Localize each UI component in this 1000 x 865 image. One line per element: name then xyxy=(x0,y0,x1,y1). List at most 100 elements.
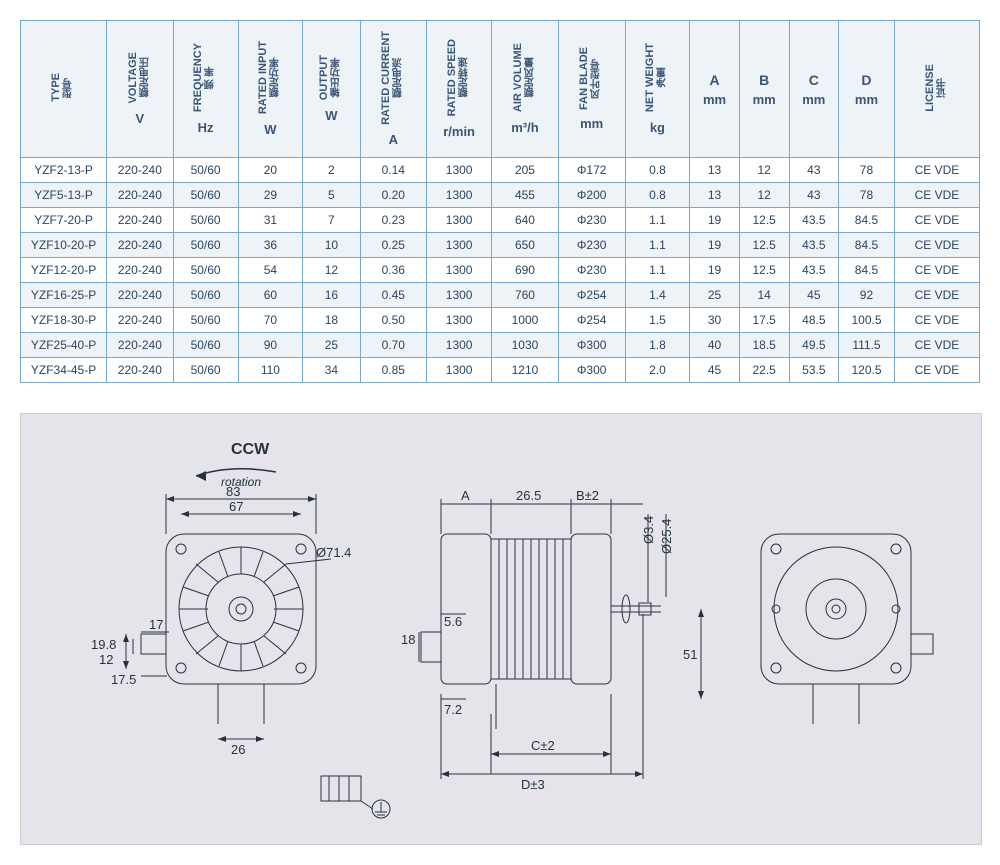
cell: Φ230 xyxy=(558,208,625,233)
col-header: FREQUENCY频 率Hz xyxy=(173,21,238,158)
cell: 650 xyxy=(492,233,559,258)
cell: YZF10-20-P xyxy=(21,233,107,258)
cell: 0.85 xyxy=(360,358,427,383)
cell: 2 xyxy=(303,158,360,183)
cell: 84.5 xyxy=(839,233,895,258)
cell: 0.8 xyxy=(625,183,690,208)
cell: 1300 xyxy=(427,308,492,333)
cell: Φ254 xyxy=(558,308,625,333)
cell: 110 xyxy=(238,358,303,383)
col-header: RATED INPUT额定功率W xyxy=(238,21,303,158)
ccw-label: CCW xyxy=(231,441,270,458)
cell: 1.8 xyxy=(625,333,690,358)
col-header: NET WEIGHT净重kg xyxy=(625,21,690,158)
cell: 455 xyxy=(492,183,559,208)
cell: 0.23 xyxy=(360,208,427,233)
table-row: YZF10-20-P220-24050/6036100.251300650Φ23… xyxy=(21,233,980,258)
cell: 50/60 xyxy=(173,258,238,283)
cell: Φ230 xyxy=(558,258,625,283)
cell: 1000 xyxy=(492,308,559,333)
cell: 84.5 xyxy=(839,208,895,233)
col-header: Bmm xyxy=(739,21,789,158)
cell: 50/60 xyxy=(173,333,238,358)
table-row: YZF2-13-P220-24050/602020.141300205Φ1720… xyxy=(21,158,980,183)
cell: 0.36 xyxy=(360,258,427,283)
cell: 78 xyxy=(839,158,895,183)
cell: 12 xyxy=(739,158,789,183)
cell: CE VDE xyxy=(894,158,979,183)
dim-B: B±2 xyxy=(576,488,599,503)
col-header: RATED SPEED额定转速r/min xyxy=(427,21,492,158)
cell: 50/60 xyxy=(173,308,238,333)
dim-17-5: 17.5 xyxy=(111,672,136,687)
table-row: YZF16-25-P220-24050/6060160.451300760Φ25… xyxy=(21,283,980,308)
cell: 34 xyxy=(303,358,360,383)
table-header-row: TYPE型号VOLTAGE额定电压VFREQUENCY频 率HzRATED IN… xyxy=(21,21,980,158)
cell: YZF5-13-P xyxy=(21,183,107,208)
cell: Φ230 xyxy=(558,233,625,258)
cell: 13 xyxy=(690,158,740,183)
cell: 640 xyxy=(492,208,559,233)
cell: 20 xyxy=(238,158,303,183)
cell: CE VDE xyxy=(894,183,979,208)
table-row: YZF25-40-P220-24050/6090250.7013001030Φ3… xyxy=(21,333,980,358)
cell: YZF12-20-P xyxy=(21,258,107,283)
cell: 48.5 xyxy=(789,308,839,333)
cell: YZF34-45-P xyxy=(21,358,107,383)
col-header: FAN BLADE风叶型号mm xyxy=(558,21,625,158)
cell: YZF18-30-P xyxy=(21,308,107,333)
cell: 1.1 xyxy=(625,208,690,233)
cell: YZF2-13-P xyxy=(21,158,107,183)
col-header: RATED CURRENT额定电流A xyxy=(360,21,427,158)
cell: 760 xyxy=(492,283,559,308)
table-row: YZF18-30-P220-24050/6070180.5013001000Φ2… xyxy=(21,308,980,333)
cell: CE VDE xyxy=(894,358,979,383)
cell: 45 xyxy=(789,283,839,308)
col-header: OUTPUT输出功率W xyxy=(303,21,360,158)
cell: 84.5 xyxy=(839,258,895,283)
cell: 1300 xyxy=(427,333,492,358)
cell: 43.5 xyxy=(789,208,839,233)
cell: 43 xyxy=(789,183,839,208)
cell: 1210 xyxy=(492,358,559,383)
cell: CE VDE xyxy=(894,308,979,333)
cell: 12.5 xyxy=(739,233,789,258)
dim-7-2: 7.2 xyxy=(444,702,462,717)
cell: 220-240 xyxy=(107,158,174,183)
cell: 53.5 xyxy=(789,358,839,383)
cell: 1.5 xyxy=(625,308,690,333)
col-header: Amm xyxy=(690,21,740,158)
table-row: YZF5-13-P220-24050/602950.201300455Φ2000… xyxy=(21,183,980,208)
cell: 43 xyxy=(789,158,839,183)
cell: 1300 xyxy=(427,208,492,233)
cell: 40 xyxy=(690,333,740,358)
cell: 50/60 xyxy=(173,233,238,258)
cell: 50/60 xyxy=(173,358,238,383)
technical-drawing: CCW rotation 83 67 xyxy=(20,413,982,845)
cell: 50/60 xyxy=(173,283,238,308)
cell: CE VDE xyxy=(894,258,979,283)
cell: YZF7-20-P xyxy=(21,208,107,233)
cell: 30 xyxy=(690,308,740,333)
col-header: VOLTAGE额定电压V xyxy=(107,21,174,158)
cell: YZF16-25-P xyxy=(21,283,107,308)
cell: 50/60 xyxy=(173,208,238,233)
cell: 17.5 xyxy=(739,308,789,333)
cell: 1300 xyxy=(427,358,492,383)
cell: 92 xyxy=(839,283,895,308)
cell: 10 xyxy=(303,233,360,258)
cell: YZF25-40-P xyxy=(21,333,107,358)
cell: 1300 xyxy=(427,283,492,308)
cell: 50/60 xyxy=(173,183,238,208)
cell: Φ200 xyxy=(558,183,625,208)
table-row: YZF7-20-P220-24050/603170.231300640Φ2301… xyxy=(21,208,980,233)
cell: 19 xyxy=(690,208,740,233)
cell: 25 xyxy=(690,283,740,308)
cell: 220-240 xyxy=(107,333,174,358)
dim-12: 12 xyxy=(99,652,113,667)
spec-table: TYPE型号VOLTAGE额定电压VFREQUENCY频 率HzRATED IN… xyxy=(20,20,980,383)
cell: 1030 xyxy=(492,333,559,358)
cell: 14 xyxy=(739,283,789,308)
dim-17: 17 xyxy=(149,617,163,632)
cell: 220-240 xyxy=(107,308,174,333)
